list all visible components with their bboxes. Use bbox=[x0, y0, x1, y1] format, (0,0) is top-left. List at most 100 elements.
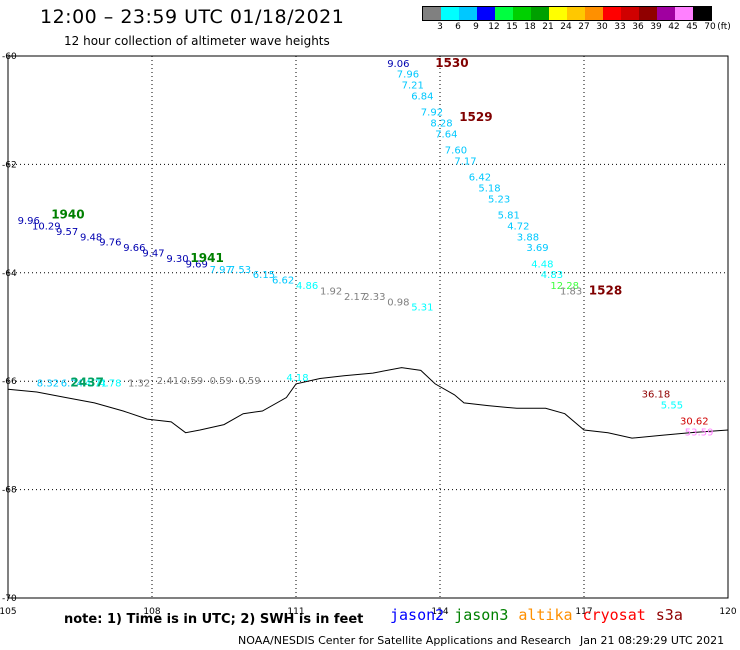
wave-height-label: 10.29 bbox=[32, 221, 61, 232]
lon-tick-label: 108 bbox=[143, 607, 160, 617]
legend-swatch bbox=[621, 7, 639, 20]
pass-time-label: 1941 bbox=[190, 251, 223, 265]
wave-height-label: 9.47 bbox=[142, 249, 164, 260]
wave-height-label: 3.88 bbox=[517, 232, 539, 243]
satellite-name: cryosat bbox=[582, 606, 646, 624]
legend-swatch bbox=[423, 7, 441, 20]
satellite-name: jason3 bbox=[454, 606, 509, 624]
legend-label: 9 bbox=[473, 22, 479, 32]
lat-tick-label: -66 bbox=[2, 377, 17, 387]
wave-height-label: 9.06 bbox=[387, 59, 409, 70]
legend-label: (ft) bbox=[717, 22, 731, 32]
satellite-name: s3a bbox=[655, 606, 683, 624]
wave-height-label: 9.76 bbox=[99, 238, 121, 249]
wave-height-label: 4.48 bbox=[531, 259, 553, 270]
wave-height-label: 4.78 bbox=[99, 379, 121, 390]
lon-tick-label: 120 bbox=[719, 607, 736, 617]
wave-height-label: 7.53 bbox=[229, 265, 251, 276]
wave-height-label: 6.15 bbox=[253, 270, 275, 281]
credit-text: NOAA/NESDIS Center for Satellite Applica… bbox=[238, 634, 572, 647]
legend-swatch bbox=[513, 7, 531, 20]
pass-time-label: 1528 bbox=[589, 283, 622, 297]
legend-swatch bbox=[585, 7, 603, 20]
wave-height-label: 1.92 bbox=[320, 286, 342, 297]
legend-swatch bbox=[675, 7, 693, 20]
legend-swatch bbox=[567, 7, 585, 20]
wave-height-label: 53.59 bbox=[685, 427, 714, 438]
map-frame bbox=[7, 55, 729, 599]
legend-swatch bbox=[531, 7, 549, 20]
lon-tick-label: 114 bbox=[431, 607, 448, 617]
legend-swatch bbox=[549, 7, 567, 20]
wave-height-label: 2.33 bbox=[363, 292, 385, 303]
coastline bbox=[7, 367, 729, 439]
wave-height-label: 5.31 bbox=[411, 303, 433, 314]
satellite-name: jason2 bbox=[390, 606, 445, 624]
lat-tick-label: -60 bbox=[2, 52, 17, 62]
wave-height-label: 7.60 bbox=[445, 146, 467, 157]
wave-height-label: 6.24 bbox=[61, 379, 83, 390]
legend-swatch bbox=[459, 7, 477, 20]
legend-label: 24 bbox=[560, 22, 572, 32]
altimeter-tracks: 9.067.967.216.84 7.928.287.64 7.607.17 6.42… bbox=[18, 56, 714, 439]
wave-height-label: 6.42 bbox=[469, 173, 491, 184]
lon-tick-label: 111 bbox=[287, 607, 304, 617]
legend-label: 45 bbox=[686, 22, 698, 32]
wave-height-label: 7.92 bbox=[421, 108, 443, 119]
wave-height-label: 2.17 bbox=[344, 292, 366, 303]
legend-label: 30 bbox=[596, 22, 608, 32]
wave-height-label: 0.59 bbox=[210, 376, 232, 387]
wave-height-label: 7.64 bbox=[435, 129, 457, 140]
legend-label: 15 bbox=[506, 22, 518, 32]
legend-label: 21 bbox=[542, 22, 554, 32]
legend-swatch bbox=[657, 7, 675, 20]
pass-time-label: 1530 bbox=[435, 56, 468, 70]
wave-height-label: 9.30 bbox=[166, 254, 188, 265]
legend-swatch bbox=[603, 7, 621, 20]
legend-swatch bbox=[495, 7, 513, 20]
wave-height-label: 6.62 bbox=[272, 276, 294, 287]
legend-label: 18 bbox=[524, 22, 536, 32]
note-text: note: 1) Time is in UTC; 2) SWH is in fe… bbox=[64, 612, 364, 627]
legend-label: 12 bbox=[488, 22, 500, 32]
wave-height-label: 9.96 bbox=[18, 216, 40, 227]
satellite-name: altika bbox=[518, 606, 573, 624]
wave-height-label: 4.83 bbox=[541, 270, 563, 281]
wave-height-label: 5.18 bbox=[478, 184, 500, 195]
legend-color-bar bbox=[422, 6, 712, 21]
wave-height-label: 30.62 bbox=[680, 417, 709, 428]
wave-height-label: 8.32 bbox=[37, 379, 59, 390]
wave-height-label: 1.32 bbox=[128, 379, 150, 390]
wave-height-label: 5.81 bbox=[498, 211, 520, 222]
legend-swatch bbox=[477, 7, 495, 20]
wave-height-label: 7.96 bbox=[397, 70, 419, 81]
timestamp-text: Jan 21 08:29:29 UTC 2021 bbox=[580, 634, 725, 647]
pass-time-label: 1529 bbox=[459, 110, 492, 124]
wave-height-label: 0.59 bbox=[181, 376, 203, 387]
wave-height-label: 5.23 bbox=[488, 194, 510, 205]
wave-height-label: 4.72 bbox=[507, 221, 529, 232]
wave-height-label: 36.18 bbox=[642, 389, 671, 400]
wave-height-label: 9.48 bbox=[80, 232, 102, 243]
wave-height-label: 4.18 bbox=[286, 373, 308, 384]
satellite-legend: jason2 jason3 altika cryosat s3a bbox=[390, 606, 683, 624]
color-legend: 3 6 9 12 15 18 21 24 27 30 33 36 39 42 45 70 (ft) bbox=[422, 6, 731, 33]
wave-height-label: 3.69 bbox=[526, 243, 548, 254]
legend-label: 70 bbox=[704, 22, 716, 32]
legend-swatch bbox=[693, 7, 711, 20]
wave-height-label: 7.17 bbox=[454, 156, 476, 167]
legend-label: 6 bbox=[455, 22, 461, 32]
legend-label: 42 bbox=[668, 22, 680, 32]
wave-height-label: 7.97 bbox=[210, 265, 232, 276]
legend-label: 27 bbox=[578, 22, 590, 32]
lon-tick-label: 105 bbox=[0, 607, 17, 617]
wave-height-label: 2.41 bbox=[157, 376, 179, 387]
wave-height-label: 12.28 bbox=[550, 281, 579, 292]
wave-height-label: 9.66 bbox=[123, 243, 145, 254]
map-title: 12:00 – 23:59 UTC 01/18/2021 bbox=[40, 6, 345, 28]
lon-tick-label: 117 bbox=[575, 607, 592, 617]
wave-height-label: 4.86 bbox=[296, 281, 318, 292]
wave-height-label: 7.21 bbox=[402, 81, 424, 92]
pass-time-label: 2437 bbox=[70, 376, 103, 390]
